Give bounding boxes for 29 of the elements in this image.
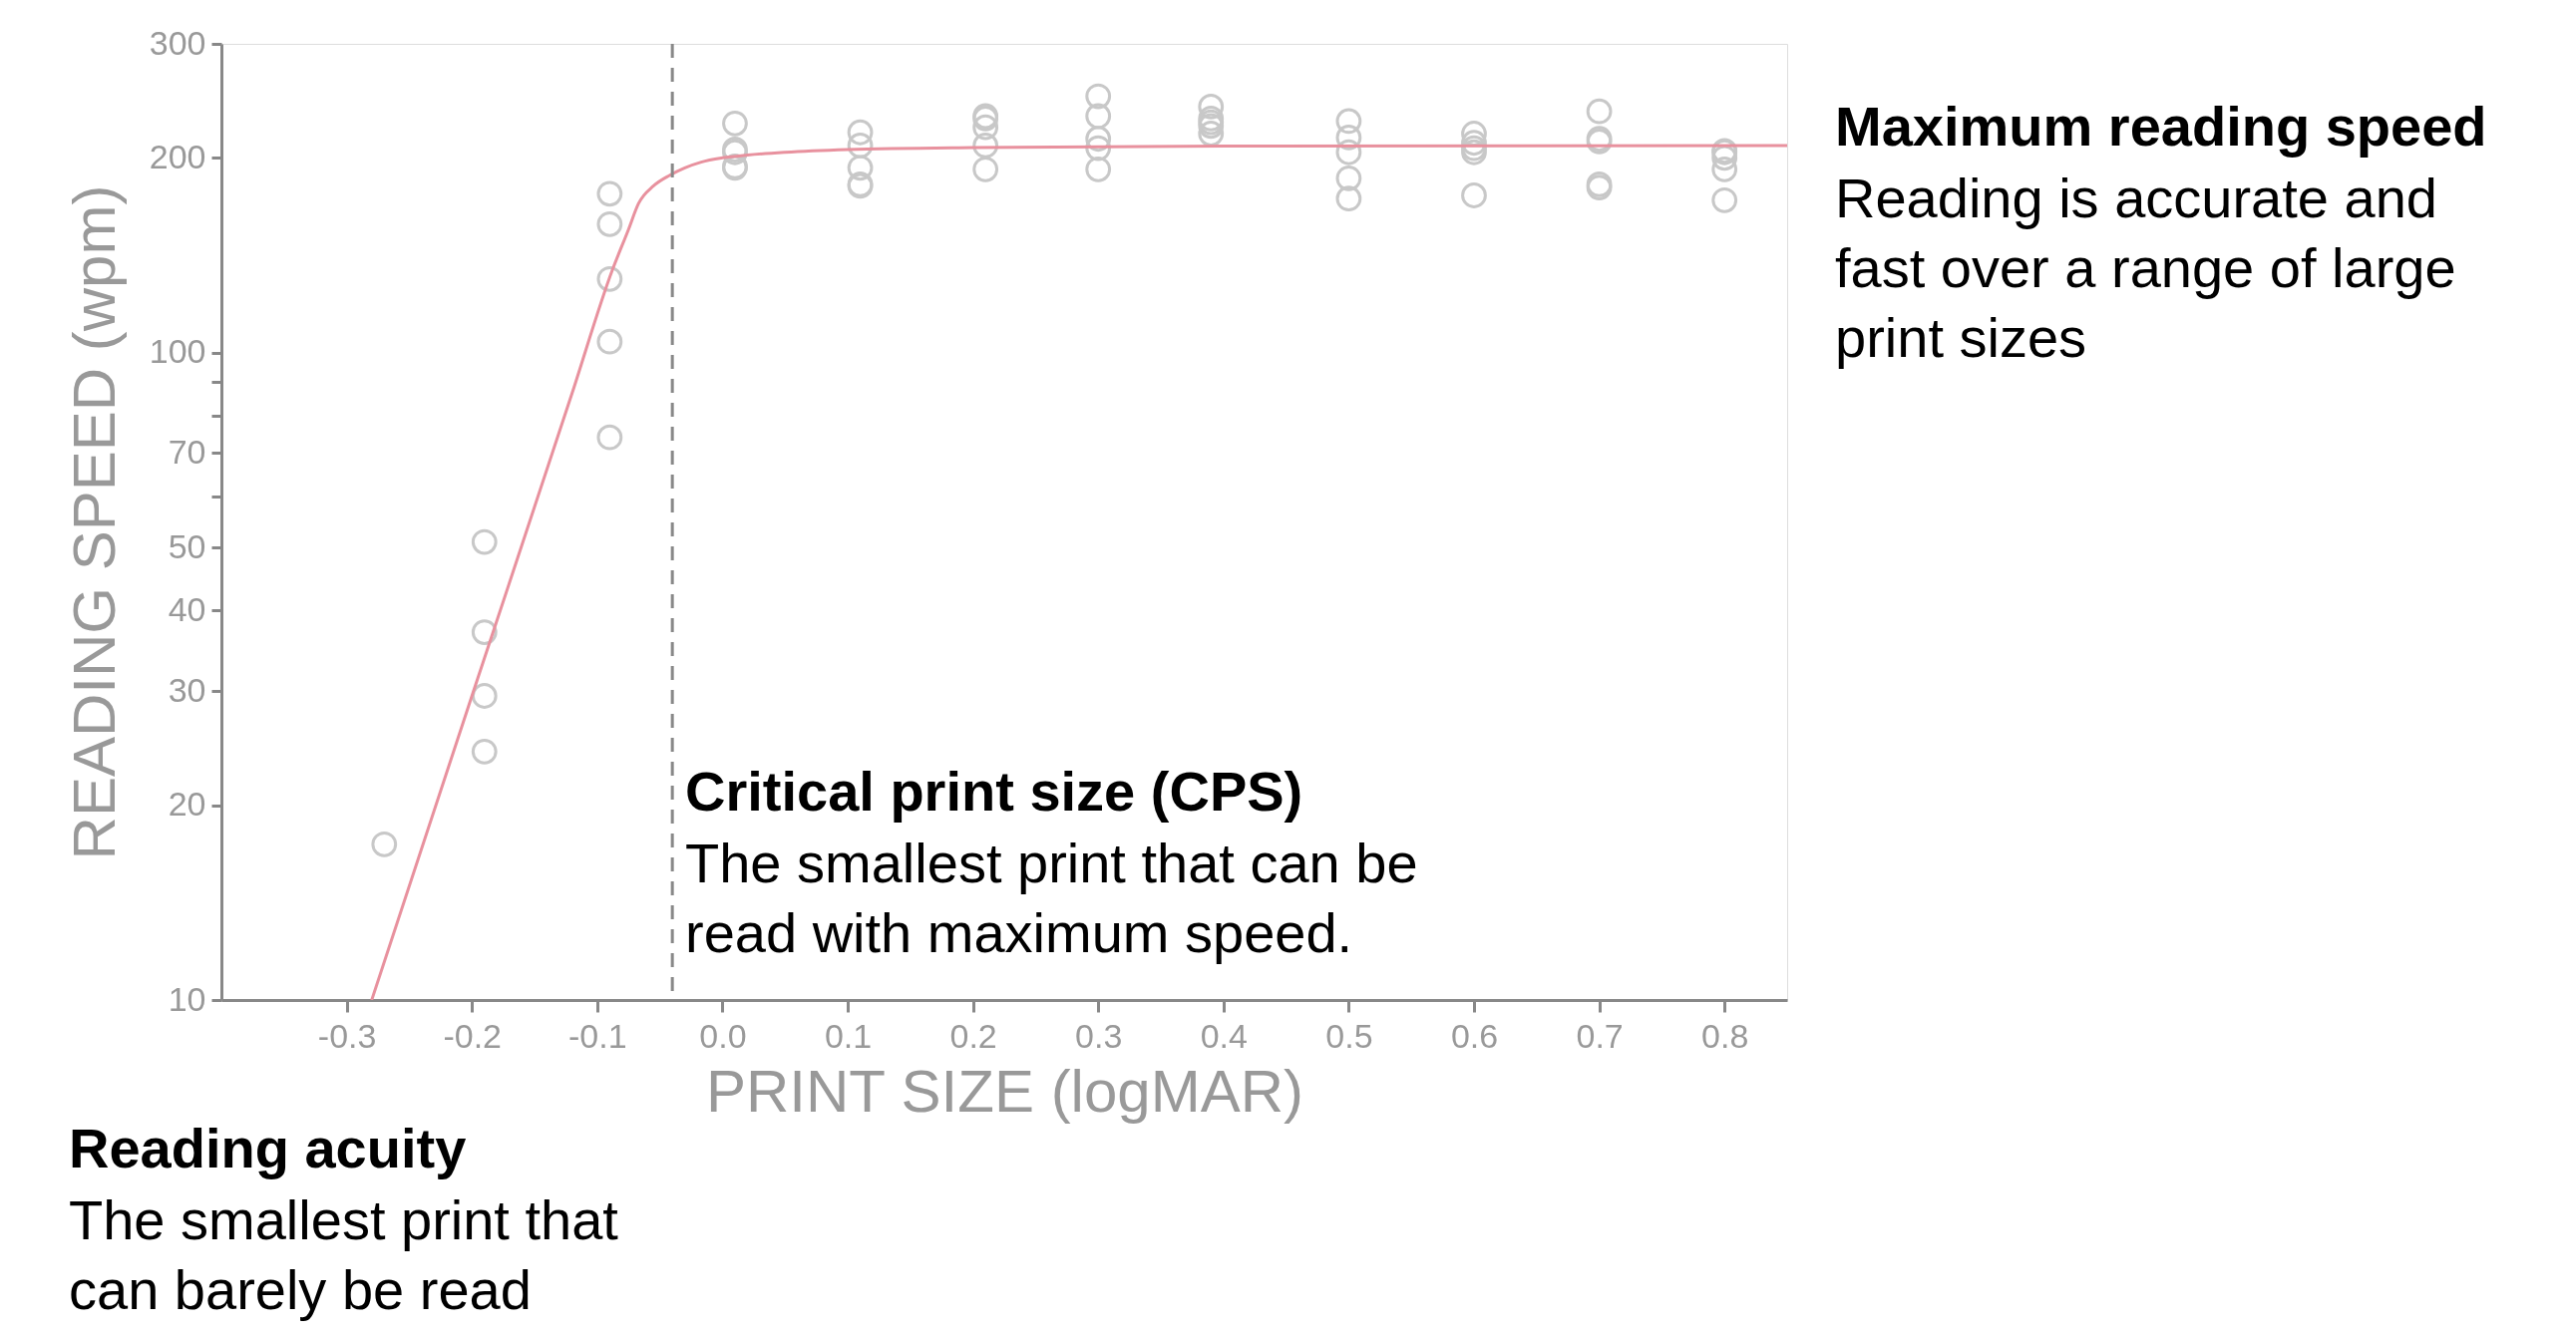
x-tick-label: 0.5 xyxy=(1325,1016,1373,1055)
y-tick-label: 30 xyxy=(168,670,206,709)
y-tick-label: 20 xyxy=(168,785,206,824)
y-tick-label: 100 xyxy=(149,332,206,371)
text: The smallest print that can barely be read xyxy=(69,1188,619,1321)
y-tick-label: 50 xyxy=(168,526,206,565)
x-tick-label: 0.8 xyxy=(1701,1016,1749,1055)
x-tick-label: 0.2 xyxy=(949,1016,997,1055)
x-axis-title: PRINT SIZE (logMAR) xyxy=(706,1057,1303,1125)
y-tick-label: 70 xyxy=(168,432,206,471)
x-tick-label: 0.0 xyxy=(699,1016,747,1055)
text: Reading acuity xyxy=(69,1117,467,1179)
x-tick-label: 0.7 xyxy=(1576,1016,1624,1055)
annotation: Critical print size (CPS) xyxy=(685,760,1303,823)
x-tick-label: -0.2 xyxy=(443,1016,502,1055)
y-axis-title: READING SPEED (wpm) xyxy=(60,184,128,860)
x-tick-label: 0.1 xyxy=(824,1016,873,1055)
y-tick-label: 200 xyxy=(149,137,206,175)
x-tick-label: 0.4 xyxy=(1200,1016,1248,1055)
y-tick-label: 300 xyxy=(149,23,206,62)
y-tick-label: 10 xyxy=(168,979,206,1018)
text: Reading is accurate and fast over a range of large print sizes xyxy=(1835,167,2456,369)
text: Maximum reading speed xyxy=(1835,95,2487,158)
x-tick-label: 0.3 xyxy=(1075,1016,1123,1055)
annotation: The smallest print that can be read with maximum speed. xyxy=(685,832,1418,964)
y-tick-label: 40 xyxy=(168,589,206,628)
x-tick-label: 0.6 xyxy=(1450,1016,1499,1055)
x-tick-label: -0.3 xyxy=(317,1016,377,1055)
x-tick-label: -0.1 xyxy=(568,1016,627,1055)
